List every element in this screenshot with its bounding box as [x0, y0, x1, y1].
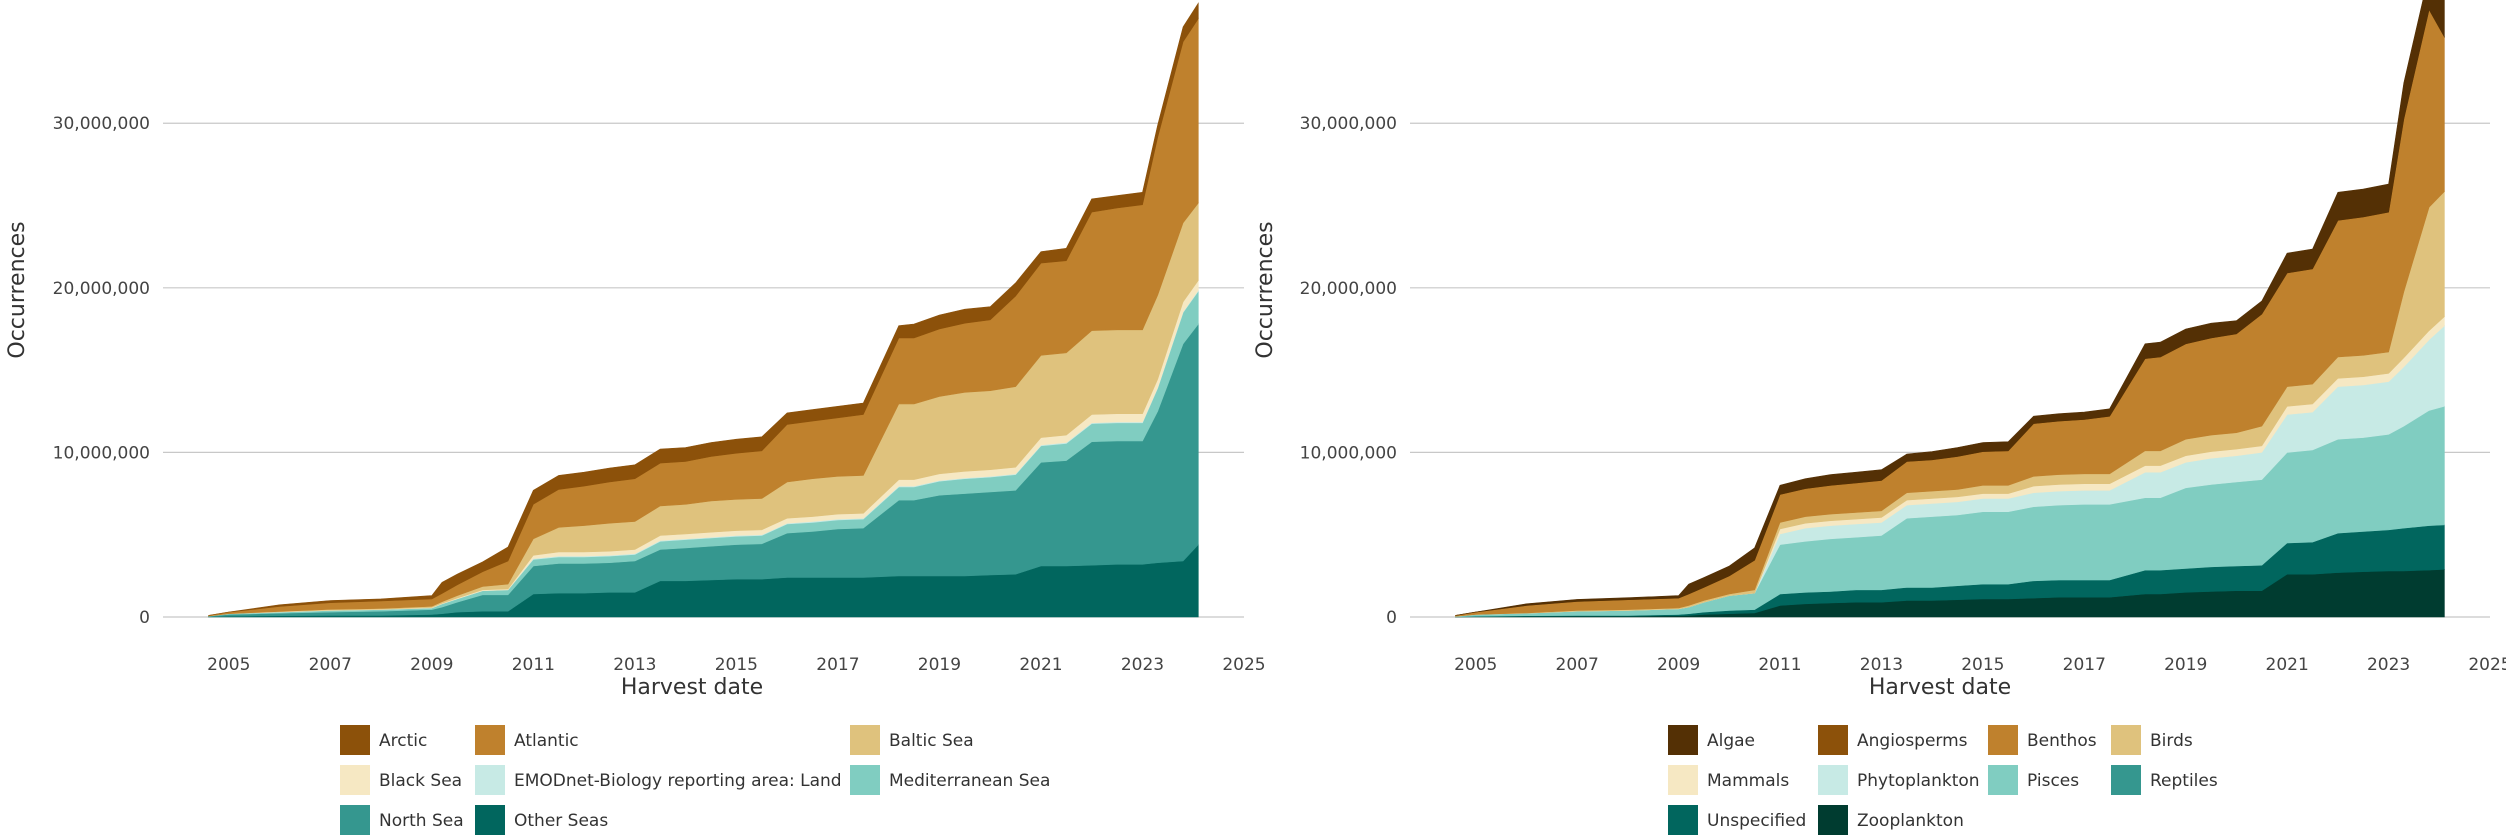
- legend-label-benthos: Benthos: [2027, 731, 2097, 751]
- x-axis-label: Harvest date: [621, 675, 763, 700]
- y-tick-label: 10,000,000: [53, 443, 150, 463]
- legend-label-atlantic: Atlantic: [514, 731, 579, 751]
- legend-swatch-algae: [1668, 725, 1698, 755]
- legend-label-reptiles: Reptiles: [2150, 771, 2218, 791]
- legend-swatch-atlantic: [475, 725, 505, 755]
- legend-label-mammals: Mammals: [1707, 771, 1789, 791]
- x-tick-label: 2017: [2063, 655, 2106, 675]
- legend-label-baltic-sea: Baltic Sea: [889, 731, 974, 751]
- y-axis-label: Occurrences: [5, 221, 30, 358]
- legend-swatch-zooplankton: [1818, 805, 1848, 835]
- x-tick-label: 2015: [1961, 655, 2004, 675]
- legend-swatch-pisces: [1988, 765, 2018, 795]
- x-tick-label: 2005: [1454, 655, 1497, 675]
- legend: Algae Angiosperms Benthos Birds Mammals Phyto…: [1668, 725, 2218, 835]
- legend-label-unspecified: Unspecified: [1707, 811, 1806, 831]
- legend-swatch-black-sea: [340, 765, 370, 795]
- x-tick-label: 2007: [1556, 655, 1599, 675]
- x-tick-label: 2009: [410, 655, 453, 675]
- y-axis-label: Occurrences: [1253, 221, 1278, 358]
- legend-swatch-other-seas: [475, 805, 505, 835]
- x-tick-label: 2013: [1860, 655, 1903, 675]
- x-axis-label: Harvest date: [1869, 675, 2011, 700]
- x-tick-label: 2011: [1758, 655, 1801, 675]
- x-tick-label: 2021: [1019, 655, 1062, 675]
- x-tick-label: 2011: [512, 655, 555, 675]
- legend-swatch-birds: [2111, 725, 2141, 755]
- x-tick-label: 2015: [715, 655, 758, 675]
- legend-swatch-north-sea: [340, 805, 370, 835]
- legend-label-black-sea: Black Sea: [379, 771, 462, 791]
- legend-label-arctic: Arctic: [379, 731, 427, 751]
- y-tick-label: 10,000,000: [1300, 443, 1397, 463]
- legend-label-birds: Birds: [2150, 731, 2193, 751]
- x-tick-label: 2007: [309, 655, 352, 675]
- legend-label-north-sea: North Sea: [379, 811, 464, 831]
- legend-label-other-seas: Other Seas: [514, 811, 608, 831]
- legend-swatch-mammals: [1668, 765, 1698, 795]
- legend-label-algae: Algae: [1707, 731, 1755, 751]
- legend-label-pisces: Pisces: [2027, 771, 2079, 791]
- legend-swatch-unspecified: [1668, 805, 1698, 835]
- legend-swatch-arctic: [340, 725, 370, 755]
- x-tick-label: 2005: [207, 655, 250, 675]
- legend-swatch-emodnet-biology-reporting-area-land: [475, 765, 505, 795]
- legend-label-zooplankton: Zooplankton: [1857, 811, 1964, 831]
- x-tick-label: 2025: [1222, 655, 1265, 675]
- legend-swatch-benthos: [1988, 725, 2018, 755]
- legend: Arctic Atlantic Baltic Sea Black Sea EMODnet…: [340, 725, 1050, 835]
- legend-label-emodnet-biology-reporting-area-land: EMODnet-Biology reporting area: Land: [514, 771, 842, 791]
- legend-label-mediterranean-sea: Mediterranean Sea: [889, 771, 1050, 791]
- x-tick-label: 2019: [918, 655, 961, 675]
- chart-panel-2: 0 10,000,000 20,000,000 30,000,000 2005 2007 2…: [1253, 0, 2506, 835]
- y-tick-label: 20,000,000: [1300, 279, 1397, 299]
- x-tick-label: 2019: [2164, 655, 2207, 675]
- y-tick-label: 0: [139, 608, 150, 628]
- y-tick-label: 30,000,000: [53, 114, 150, 134]
- x-tick-label: 2025: [2468, 655, 2506, 675]
- x-tick-label: 2009: [1657, 655, 1700, 675]
- legend-label-angiosperms: Angiosperms: [1857, 731, 1968, 751]
- y-tick-label: 20,000,000: [53, 279, 150, 299]
- x-tick-label: 2023: [2367, 655, 2410, 675]
- area-algae: [1455, 0, 2445, 616]
- legend-swatch-phytoplankton: [1818, 765, 1848, 795]
- legend-swatch-angiosperms: [1818, 725, 1848, 755]
- legend-swatch-baltic-sea: [850, 725, 880, 755]
- legend-label-phytoplankton: Phytoplankton: [1857, 771, 1980, 791]
- chart-panel-1: 0 10,000,000 20,000,000 30,000,000 2005 2007 2…: [5, 2, 1266, 835]
- y-tick-label: 0: [1386, 608, 1397, 628]
- legend-swatch-reptiles: [2111, 765, 2141, 795]
- y-tick-label: 30,000,000: [1300, 114, 1397, 134]
- x-tick-label: 2023: [1121, 655, 1164, 675]
- x-tick-label: 2017: [816, 655, 859, 675]
- x-tick-label: 2021: [2266, 655, 2309, 675]
- area-arctic: [208, 2, 1199, 616]
- x-tick-label: 2013: [613, 655, 656, 675]
- legend-swatch-mediterranean-sea: [850, 765, 880, 795]
